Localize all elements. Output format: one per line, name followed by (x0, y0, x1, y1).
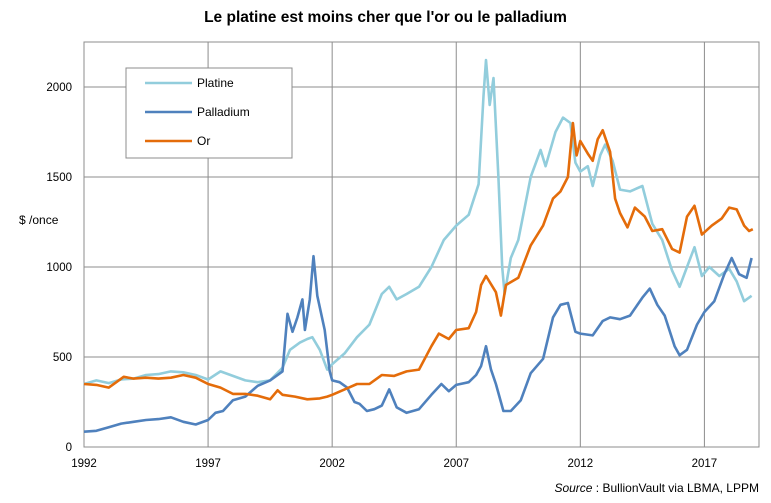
source-text: : BullionVault via LBMA, LPPM (592, 481, 759, 495)
x-tick-label: 2017 (692, 458, 718, 470)
y-tick-label: 1500 (46, 172, 72, 184)
source-note: Source : BullionVault via LBMA, LPPM (554, 481, 759, 495)
y-tick-label: 0 (66, 442, 72, 454)
legend-label-platine: Platine (197, 76, 234, 90)
x-tick-label: 1992 (71, 458, 97, 470)
series-line-platine (83, 58, 753, 386)
source-label: Source (554, 481, 593, 495)
legend-label-palladium: Palladium (197, 105, 250, 119)
y-axis-label: $ /once (19, 213, 59, 227)
y-tick-label: 500 (53, 352, 72, 364)
legend: Platine Palladium Or (125, 67, 293, 159)
plot-area-frame (83, 41, 760, 448)
x-tick-label: 2007 (443, 458, 469, 470)
y-tick-label: 2000 (46, 82, 72, 94)
x-tick-label: 1997 (195, 458, 221, 470)
y-tick-label: 1000 (46, 262, 72, 274)
y-tick-labels: 0 500 1000 1500 2000 (46, 82, 72, 454)
legend-label-or: Or (197, 134, 210, 148)
x-tick-labels: 1992 1997 2002 2007 2012 2017 (71, 458, 717, 470)
x-tick-label: 2012 (568, 458, 594, 470)
x-tick-label: 2002 (319, 458, 345, 470)
series-line-or (83, 121, 754, 401)
chart-title: Le platine est moins cher que l'or ou le… (204, 9, 567, 26)
series-lines (83, 58, 754, 433)
series-line-palladium (83, 254, 753, 433)
